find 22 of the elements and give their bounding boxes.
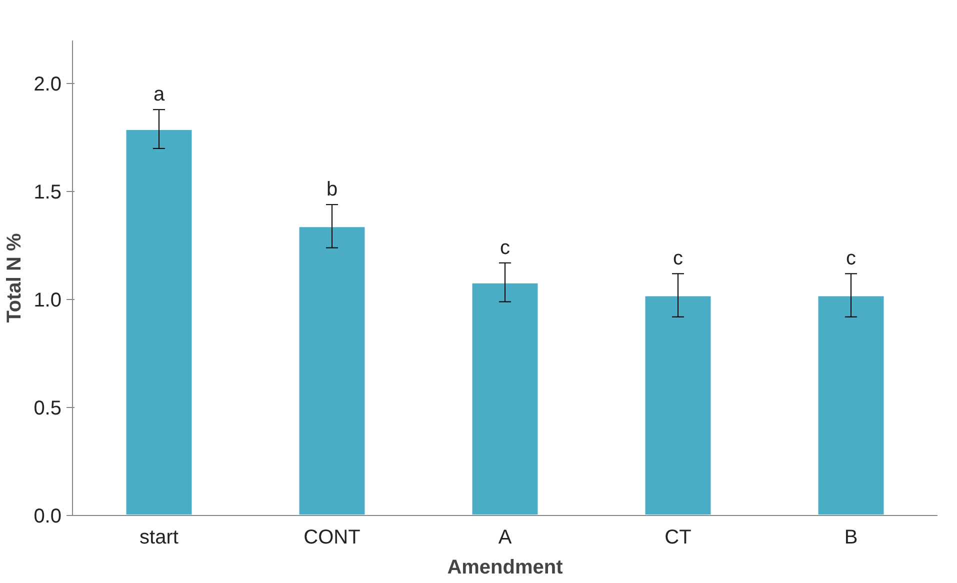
y-axis-title: Total N % [4,232,26,323]
x-tick-label: CONT [304,526,360,548]
bar [470,281,540,516]
x-tick-label: A [498,526,512,548]
y-tick-label: 0.5 [34,398,62,420]
annotation: c [846,248,856,270]
x-axis-title: Amendment [447,556,564,578]
annotation: c [500,236,510,259]
annotation: b [326,178,338,201]
y-tick-label: 1.5 [34,182,62,204]
bar [816,294,886,516]
bar [124,128,194,516]
bar [297,225,367,516]
x-tick-label: B [844,526,858,548]
y-tick-label: 0.0 [34,506,62,528]
x-tick-label: CT [664,526,692,548]
annotation: a [153,84,166,106]
x-tick-label: start [140,526,179,548]
y-tick-label: 1.0 [34,290,62,312]
annotation: c [673,248,683,270]
y-tick-label: 2.0 [34,74,62,96]
bar [643,294,713,516]
